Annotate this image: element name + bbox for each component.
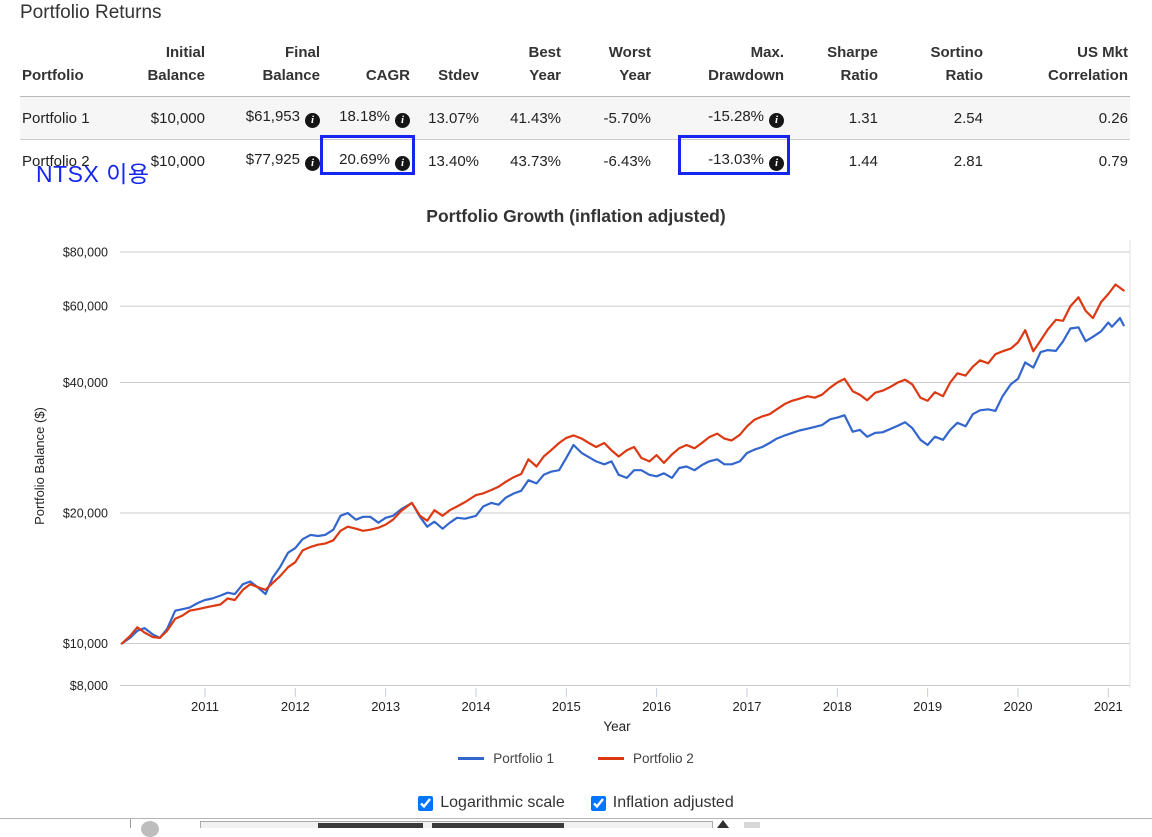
legend-label: Portfolio 1 — [493, 751, 554, 766]
table-cell: 41.43% — [510, 109, 561, 127]
legend-label: Portfolio 2 — [633, 751, 694, 766]
taskbar-text-fragment — [432, 823, 564, 828]
taskbar-divider — [130, 819, 131, 828]
table-row: Portfolio 1 $10,000 $61,953 i 18.18% i 13.07% 4… — [20, 96, 1130, 140]
x-tick-label: 2016 — [642, 699, 671, 714]
table-cell: 18.18% i — [322, 97, 412, 140]
table-cell: $77,925 i — [207, 140, 322, 183]
table-cell: -5.70% — [603, 109, 651, 127]
table-cell: 0.26 — [1098, 109, 1128, 127]
y-tick-label: $60,000 — [63, 300, 108, 314]
column-header: Sharpe Ratio — [827, 44, 878, 84]
table-cell: $61,953 i — [207, 97, 322, 140]
taskbar-avatar-fragment — [141, 821, 159, 837]
column-header: Final Balance — [262, 44, 320, 84]
taskbar-text-fragment — [318, 823, 423, 828]
x-axis-title: Year — [603, 719, 631, 734]
table-cell: 13.07% — [428, 109, 479, 127]
info-icon[interactable]: i — [305, 113, 320, 128]
info-icon[interactable]: i — [305, 156, 320, 171]
column-header: Max. Drawdown — [708, 44, 784, 84]
portfolio-returns-table: Portfolio Initial Balance Final Balance CAGR S… — [20, 40, 1130, 182]
y-tick-label: $20,000 — [63, 507, 108, 521]
x-tick-label: 2011 — [191, 699, 219, 714]
taskbar-arrow-icon — [717, 820, 729, 828]
legend-line-swatch — [598, 757, 624, 760]
y-tick-label: $40,000 — [63, 376, 108, 390]
table-cell: 2.54 — [953, 109, 983, 127]
chart-option: Inflation adjusted — [590, 794, 734, 812]
info-icon[interactable]: i — [395, 113, 410, 128]
info-icon[interactable]: i — [395, 156, 410, 171]
table-cell: 20.69% i — [322, 140, 412, 183]
portfolio-name-cell: Portfolio 2 — [22, 152, 90, 170]
x-tick-label: 2018 — [823, 699, 852, 714]
taskbar-edge-fragment — [744, 822, 760, 828]
portfolio-growth-chart: Portfolio Growth (inflation adjusted) $80… — [32, 206, 1131, 734]
taskbar-fragment — [0, 818, 1152, 837]
table-cell: 13.40% — [428, 152, 479, 170]
page-title: Portfolio Returns — [20, 2, 162, 23]
x-tick-label: 2017 — [733, 699, 762, 714]
cagr-annotation-box — [320, 135, 415, 175]
chart-title: Portfolio Growth (inflation adjusted) — [426, 206, 725, 226]
table-cell: -6.43% — [603, 152, 651, 170]
table-cell: 0.79 — [1098, 152, 1128, 170]
info-icon[interactable]: i — [769, 113, 784, 128]
portfolio-name-cell: Portfolio 1 — [22, 109, 90, 127]
table-cell: $10,000 — [150, 109, 205, 127]
chart-option-label: Inflation adjusted — [612, 794, 734, 811]
column-header: Sortino Ratio — [930, 44, 984, 84]
chart-option: Logarithmic scale — [418, 794, 565, 812]
drawdown-annotation-box — [678, 135, 790, 175]
table-cell: -13.03% i — [653, 140, 786, 183]
x-tick-label: 2015 — [552, 699, 581, 714]
x-tick-label: 2013 — [371, 699, 400, 714]
y-axis-title: Portfolio Balance ($) — [32, 407, 47, 525]
column-header: US Mkt Correlation — [1047, 44, 1128, 84]
y-tick-label: $8,000 — [70, 679, 108, 693]
legend-line-swatch — [458, 757, 485, 760]
table-cell: 2.81 — [953, 152, 983, 170]
table-cell: -15.28% i — [653, 97, 786, 140]
y-tick-label: $80,000 — [63, 246, 108, 260]
column-header: Stdev — [438, 66, 479, 84]
inflation-adjusted-checkbox[interactable] — [590, 795, 606, 811]
legend-item: Portfolio 1 — [458, 751, 554, 766]
table-cell: 43.73% — [510, 152, 561, 170]
chart-option-label: Logarithmic scale — [440, 794, 565, 811]
series-line-portfolio-2 — [120, 283, 1125, 645]
column-header: CAGR — [365, 66, 410, 84]
x-tick-label: 2020 — [1004, 699, 1033, 714]
column-header: Portfolio — [22, 66, 84, 84]
y-tick-label: $10,000 — [63, 637, 108, 651]
column-header: Worst Year — [608, 44, 651, 84]
legend-item: Portfolio 2 — [598, 751, 694, 766]
ntsx-annotation-note: NTSX 이용 — [36, 161, 150, 187]
info-icon[interactable]: i — [769, 156, 784, 171]
column-header: Best Year — [528, 44, 561, 84]
x-tick-label: 2014 — [462, 699, 491, 714]
x-tick-label: 2019 — [913, 699, 942, 714]
series-line-portfolio-1 — [120, 317, 1125, 645]
chart-legend: Portfolio 1 Portfolio 2 — [0, 751, 1152, 766]
table-cell: $10,000 — [150, 152, 205, 170]
column-header: Initial Balance — [147, 44, 205, 84]
x-tick-label: 2012 — [281, 699, 310, 714]
chart-controls: Logarithmic scale Inflation adjusted — [0, 794, 1152, 812]
logarithmic-scale-checkbox[interactable] — [418, 795, 434, 811]
table-cell: 1.31 — [848, 109, 878, 127]
table-row: Portfolio 2 $10,000 $77,925 i 20.69% i 13.40% 4… — [20, 140, 1130, 183]
x-tick-label: 2021 — [1094, 699, 1123, 714]
table-cell: 1.44 — [848, 152, 878, 170]
